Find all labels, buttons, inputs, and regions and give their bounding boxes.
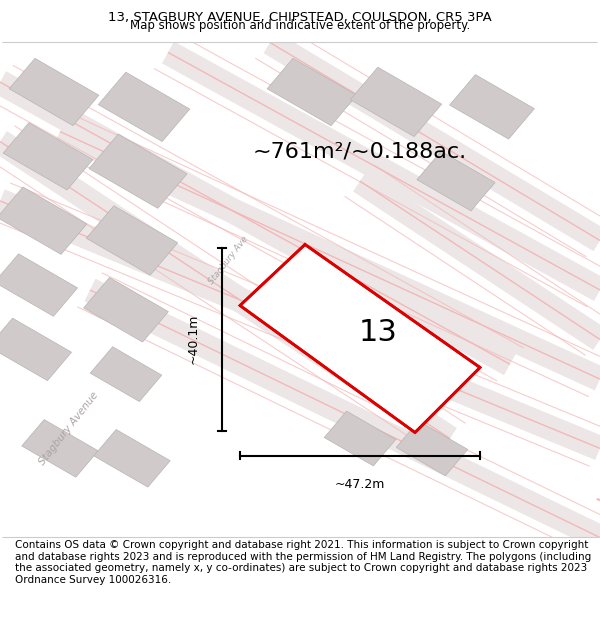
Polygon shape: [350, 68, 442, 137]
Text: 13, STAGBURY AVENUE, CHIPSTEAD, COULSDON, CR5 3PA: 13, STAGBURY AVENUE, CHIPSTEAD, COULSDON…: [108, 11, 492, 24]
Text: ~47.2m: ~47.2m: [335, 478, 385, 491]
Polygon shape: [83, 278, 169, 342]
Polygon shape: [98, 72, 190, 141]
Polygon shape: [0, 254, 77, 316]
Polygon shape: [3, 122, 93, 190]
Text: Stagbury Ave: Stagbury Ave: [206, 234, 250, 286]
Text: ~761m²/~0.188ac.: ~761m²/~0.188ac.: [253, 141, 467, 161]
Polygon shape: [9, 58, 99, 126]
Polygon shape: [396, 421, 468, 476]
Text: Map shows position and indicative extent of the property.: Map shows position and indicative extent…: [130, 19, 470, 32]
Polygon shape: [449, 74, 535, 139]
Text: Contains OS data © Crown copyright and database right 2021. This information is : Contains OS data © Crown copyright and d…: [15, 540, 591, 585]
Polygon shape: [90, 347, 162, 401]
Text: ~40.1m: ~40.1m: [187, 314, 200, 364]
Polygon shape: [86, 206, 178, 275]
Polygon shape: [240, 244, 480, 432]
Polygon shape: [94, 429, 170, 487]
Polygon shape: [267, 58, 357, 126]
Polygon shape: [324, 411, 396, 466]
Polygon shape: [0, 318, 71, 381]
Text: 13: 13: [359, 318, 397, 347]
Polygon shape: [22, 419, 98, 478]
Polygon shape: [89, 134, 187, 208]
Text: Stagbury Avenue: Stagbury Avenue: [37, 390, 101, 467]
Polygon shape: [417, 151, 495, 211]
Polygon shape: [0, 187, 87, 254]
